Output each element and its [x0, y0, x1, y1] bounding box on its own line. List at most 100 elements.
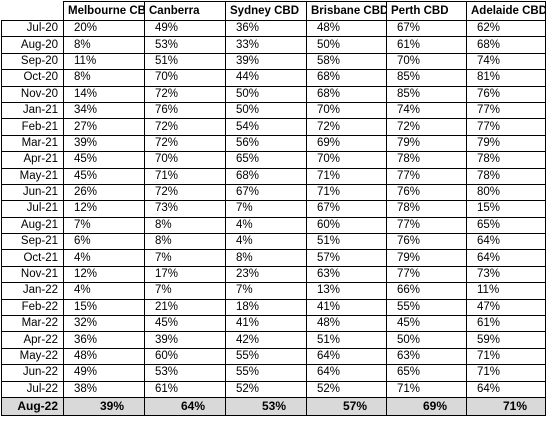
month-cell: Sep-21	[1, 233, 64, 251]
value-cell: 50%	[386, 331, 467, 349]
value-cell: 78%	[466, 151, 546, 169]
month-cell: Nov-21	[1, 265, 64, 284]
table-row: Jan-22 4% 7% 7% 13% 66% 11%	[1, 282, 546, 300]
value-cell: 48%	[306, 315, 387, 333]
month-cell: Oct-20	[1, 69, 64, 87]
value-cell: 50%	[225, 101, 307, 120]
value-cell: 72%	[144, 134, 226, 153]
value-cell: 50%	[306, 36, 387, 54]
value-cell: 8%	[63, 36, 145, 54]
value-cell: 67%	[225, 183, 307, 202]
value-cell: 76%	[386, 233, 467, 251]
value-cell: 61%	[144, 380, 226, 398]
value-cell: 21%	[144, 298, 226, 317]
value-cell: 77%	[386, 216, 467, 235]
value-cell: 64%	[144, 396, 226, 416]
table-row: Sep-21 6% 8% 4% 51% 76% 64%	[1, 233, 546, 251]
table-row: Apr-22 36% 39% 42% 51% 50% 59%	[1, 331, 546, 349]
month-cell: Jun-22	[1, 364, 64, 382]
value-cell: 57%	[306, 396, 387, 416]
value-cell: 11%	[466, 282, 546, 300]
table-row: Nov-21 12% 17% 23% 63% 77% 73%	[1, 265, 546, 284]
value-cell: 44%	[225, 69, 307, 87]
table-row: Feb-22 15% 21% 18% 41% 55% 47%	[1, 298, 546, 317]
value-cell: 68%	[306, 85, 387, 103]
value-cell: 64%	[306, 364, 387, 382]
month-cell: Jul-21	[1, 200, 64, 218]
value-cell: 4%	[63, 249, 145, 267]
value-cell: 45%	[63, 167, 145, 185]
month-cell: Mar-22	[1, 315, 64, 333]
value-cell: 52%	[225, 380, 307, 398]
value-cell: 67%	[386, 19, 467, 38]
value-cell: 34%	[63, 101, 145, 120]
value-cell: 70%	[144, 151, 226, 169]
value-cell: 32%	[63, 315, 145, 333]
value-cell: 80%	[466, 183, 546, 202]
value-cell: 53%	[144, 364, 226, 382]
value-cell: 72%	[386, 118, 467, 136]
header-row: Melbourne CBDCanberraSydney CBDBrisbane …	[1, 1, 546, 21]
value-cell: 45%	[386, 315, 467, 333]
value-cell: 78%	[386, 151, 467, 169]
month-cell: Apr-22	[1, 331, 64, 349]
table-row: Jul-20 20% 49% 36% 48% 67% 62%	[1, 19, 546, 38]
column-header: Canberra	[144, 1, 226, 21]
table-row: Jan-21 34% 76% 50% 70% 74% 77%	[1, 101, 546, 120]
table-row: Oct-21 4% 7% 8% 57% 79% 64%	[1, 249, 546, 267]
month-cell: Feb-21	[1, 118, 64, 136]
value-cell: 13%	[306, 282, 387, 300]
table-row: Jun-21 26% 72% 67% 71% 76% 80%	[1, 183, 546, 202]
value-cell: 76%	[466, 85, 546, 103]
value-cell: 52%	[306, 380, 387, 398]
value-cell: 42%	[225, 331, 307, 349]
value-cell: 4%	[225, 216, 307, 235]
month-cell: Jun-21	[1, 183, 64, 202]
value-cell: 4%	[63, 282, 145, 300]
table-row: Nov-20 14% 72% 50% 68% 85% 76%	[1, 85, 546, 103]
value-cell: 7%	[144, 249, 226, 267]
value-cell: 71%	[386, 380, 467, 398]
value-cell: 36%	[63, 331, 145, 349]
value-cell: 71%	[466, 364, 546, 382]
value-cell: 70%	[306, 151, 387, 169]
value-cell: 74%	[386, 101, 467, 120]
value-cell: 26%	[63, 183, 145, 202]
value-cell: 85%	[386, 85, 467, 103]
month-cell: Aug-22	[1, 396, 64, 416]
value-cell: 66%	[386, 282, 467, 300]
value-cell: 20%	[63, 19, 145, 38]
month-cell: Jan-21	[1, 101, 64, 120]
value-cell: 11%	[63, 52, 145, 71]
value-cell: 69%	[306, 134, 387, 153]
value-cell: 77%	[386, 265, 467, 284]
column-header: Adelaide CBD	[466, 1, 546, 21]
value-cell: 76%	[144, 101, 226, 120]
column-header: Perth CBD	[386, 1, 467, 21]
value-cell: 73%	[466, 265, 546, 284]
value-cell: 70%	[144, 69, 226, 87]
value-cell: 71%	[306, 183, 387, 202]
table-row: Jul-21 12% 73% 7% 67% 78% 15%	[1, 200, 546, 218]
value-cell: 65%	[466, 216, 546, 235]
value-cell: 17%	[144, 265, 226, 284]
value-cell: 64%	[466, 249, 546, 267]
month-cell: May-21	[1, 167, 64, 185]
value-cell: 4%	[225, 233, 307, 251]
value-cell: 59%	[466, 331, 546, 349]
table-row: Apr-21 45% 70% 65% 70% 78% 78%	[1, 151, 546, 169]
value-cell: 39%	[63, 134, 145, 153]
value-cell: 65%	[386, 364, 467, 382]
value-cell: 63%	[306, 265, 387, 284]
table-row: Feb-21 27% 72% 54% 72% 72% 77%	[1, 118, 546, 136]
occupancy-table: Melbourne CBDCanberraSydney CBDBrisbane …	[1, 1, 546, 416]
value-cell: 8%	[144, 233, 226, 251]
month-cell: Jul-22	[1, 380, 64, 398]
value-cell: 60%	[144, 347, 226, 366]
value-cell: 62%	[466, 19, 546, 38]
value-cell: 70%	[306, 101, 387, 120]
value-cell: 68%	[225, 167, 307, 185]
table-row: May-21 45% 71% 68% 71% 77% 78%	[1, 167, 546, 185]
value-cell: 57%	[306, 249, 387, 267]
value-cell: 76%	[386, 183, 467, 202]
